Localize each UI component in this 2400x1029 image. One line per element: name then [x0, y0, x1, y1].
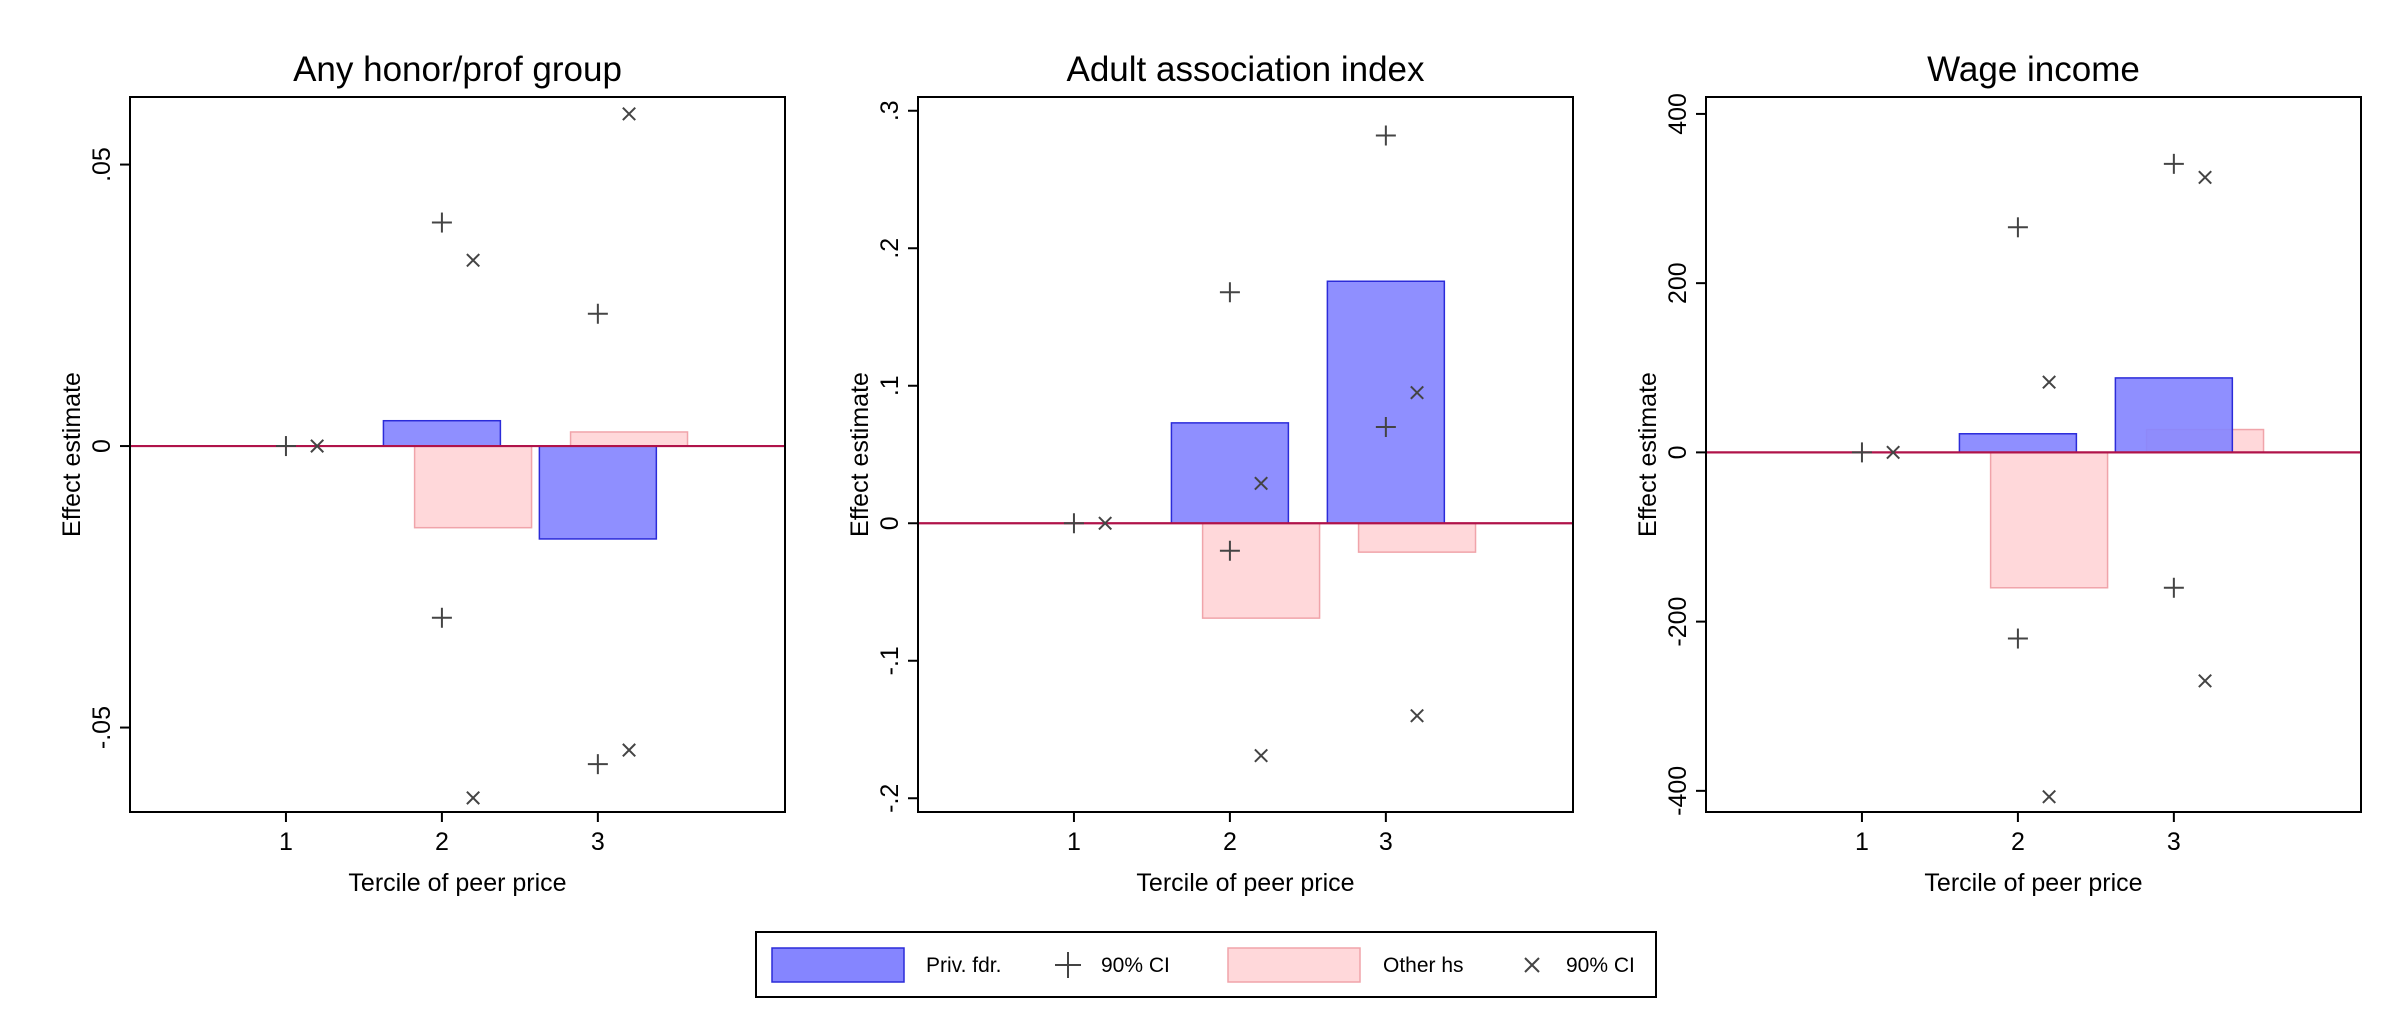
other-ci-marker: [1254, 748, 1269, 763]
legend-item-90-ci-other: 90% CI: [1524, 954, 1635, 977]
x-axis-label: Tercile of peer price: [1924, 869, 2142, 897]
y-axis-label: Effect estimate: [1634, 372, 1662, 537]
priv-ci-marker: [2007, 628, 2028, 649]
priv-fdr-bar: [2114, 377, 2234, 454]
x-tick-label: 2: [1223, 828, 1237, 856]
priv-fdr-bar: [538, 445, 658, 540]
other-ci-marker: [622, 743, 636, 757]
priv-ci-marker: [2163, 153, 2184, 174]
priv-fdr-bar: [1326, 280, 1446, 524]
chart-panels: Any honor/prof group -.05 0 .05 1 2 3 Tercile o…: [58, 50, 2362, 897]
y-tick-label: .2: [876, 238, 904, 259]
y-tick-label: .05: [88, 147, 116, 182]
other-hs-bar: [1201, 522, 1321, 619]
priv-ci-marker: [1375, 125, 1396, 146]
other-hs-bar: [569, 431, 689, 447]
other-ci-marker: [2198, 170, 2212, 185]
priv-ci-marker: [587, 303, 608, 324]
x-axis-label: Tercile of peer price: [1136, 869, 1354, 897]
other-ci-marker: [1410, 708, 1424, 723]
panel-any-honor-prof-group: Any honor/prof group -.05 0 .05 1 2 3 Tercile o…: [58, 50, 786, 897]
panel-title: Wage income: [1927, 50, 2140, 89]
legend-cross-marker: [1524, 957, 1540, 973]
priv-ci-marker: [1063, 513, 1084, 534]
y-tick-label: -.05: [88, 706, 116, 749]
x-tick-label: 1: [1855, 828, 1869, 856]
panel-adult-association-index: Adult association index -.2 -.1 0 .1 .2 .3 1 2 3T…: [846, 50, 1574, 897]
legend-label: 90% CI: [1101, 954, 1170, 977]
y-tick-label: -400: [1664, 766, 1692, 816]
priv-ci-marker: [2163, 577, 2184, 598]
legend: Priv. fdr. 90% CI Other hs 90% CI: [755, 931, 1657, 998]
legend-plus-marker: [1055, 952, 1081, 978]
y-tick-label: -200: [1664, 597, 1692, 647]
other-ci-marker: [466, 791, 481, 805]
y-tick-label: 200: [1664, 262, 1692, 304]
y-axis-label: Effect estimate: [58, 372, 86, 537]
legend-label: Other hs: [1383, 954, 1464, 977]
plot-frame: [129, 96, 786, 813]
legend-item-90-ci-priv: 90% CI: [1055, 952, 1170, 978]
other-ci-marker: [2042, 789, 2057, 804]
priv-ci-marker: [431, 607, 452, 628]
x-tick-label: 2: [2011, 828, 2025, 856]
priv-ci-marker: [431, 212, 452, 233]
priv-ci-marker: [275, 436, 296, 457]
y-tick-label: .3: [876, 100, 904, 121]
x-tick-label: 2: [435, 828, 449, 856]
y-tick-label: 400: [1664, 93, 1692, 135]
x-tick-label: 3: [1379, 828, 1393, 856]
y-tick-label: 0: [1664, 445, 1692, 459]
legend-label: 90% CI: [1566, 954, 1635, 977]
panel-wage-income: Wage income -400 -200 0 200 400 1 2 3 Tercile of …: [1634, 50, 2362, 897]
y-tick-label: -.1: [876, 646, 904, 675]
panel-title: Any honor/prof group: [293, 50, 622, 89]
priv-ci-marker: [1375, 417, 1396, 437]
plot-frame: [1705, 96, 2362, 813]
priv-fdr-bar: [382, 419, 502, 447]
priv-fdr-bar: [1958, 433, 2078, 454]
x-tick-label: 3: [591, 828, 605, 856]
priv-ci-marker: [2007, 217, 2028, 238]
y-tick-label: 0: [88, 439, 116, 453]
priv-ci-marker: [587, 754, 608, 775]
other-ci-marker: [2042, 375, 2057, 390]
legend-swatch-priv: [771, 947, 905, 983]
other-ci-marker: [2198, 673, 2212, 688]
priv-ci-marker: [1851, 442, 1872, 463]
other-ci-marker: [466, 253, 481, 268]
other-ci-marker: [1886, 445, 1901, 460]
x-tick-label: 3: [2167, 828, 2181, 856]
other-ci-marker: [622, 106, 636, 121]
other-hs-bar: [413, 445, 533, 529]
y-tick-label: -.2: [876, 784, 904, 813]
priv-ci-marker: [1219, 540, 1240, 561]
panel-title: Adult association index: [1067, 50, 1425, 89]
y-axis-label: Effect estimate: [846, 372, 874, 537]
y-tick-label: .1: [876, 375, 904, 396]
legend-box: [755, 931, 1657, 998]
y-tick-label: 0: [876, 516, 904, 530]
legend-swatch-other: [1227, 947, 1361, 983]
other-ci-marker: [1254, 476, 1269, 491]
other-hs-bar: [1357, 522, 1477, 553]
other-ci-marker: [1410, 385, 1424, 400]
x-tick-label: 1: [279, 828, 293, 856]
plot-frame: [917, 96, 1574, 813]
legend-item-priv-fdr-priv: Priv. fdr.: [771, 947, 1001, 983]
x-axis-label: Tercile of peer price: [348, 869, 566, 897]
other-ci-marker: [1098, 516, 1113, 531]
legend-label: Priv. fdr.: [926, 954, 1001, 977]
legend-item-other-hs-other: Other hs: [1227, 947, 1464, 983]
priv-ci-marker: [1219, 282, 1240, 303]
x-tick-label: 1: [1067, 828, 1081, 856]
other-hs-bar: [1989, 451, 2109, 589]
priv-fdr-bar: [1170, 422, 1290, 524]
other-ci-marker: [310, 439, 325, 453]
